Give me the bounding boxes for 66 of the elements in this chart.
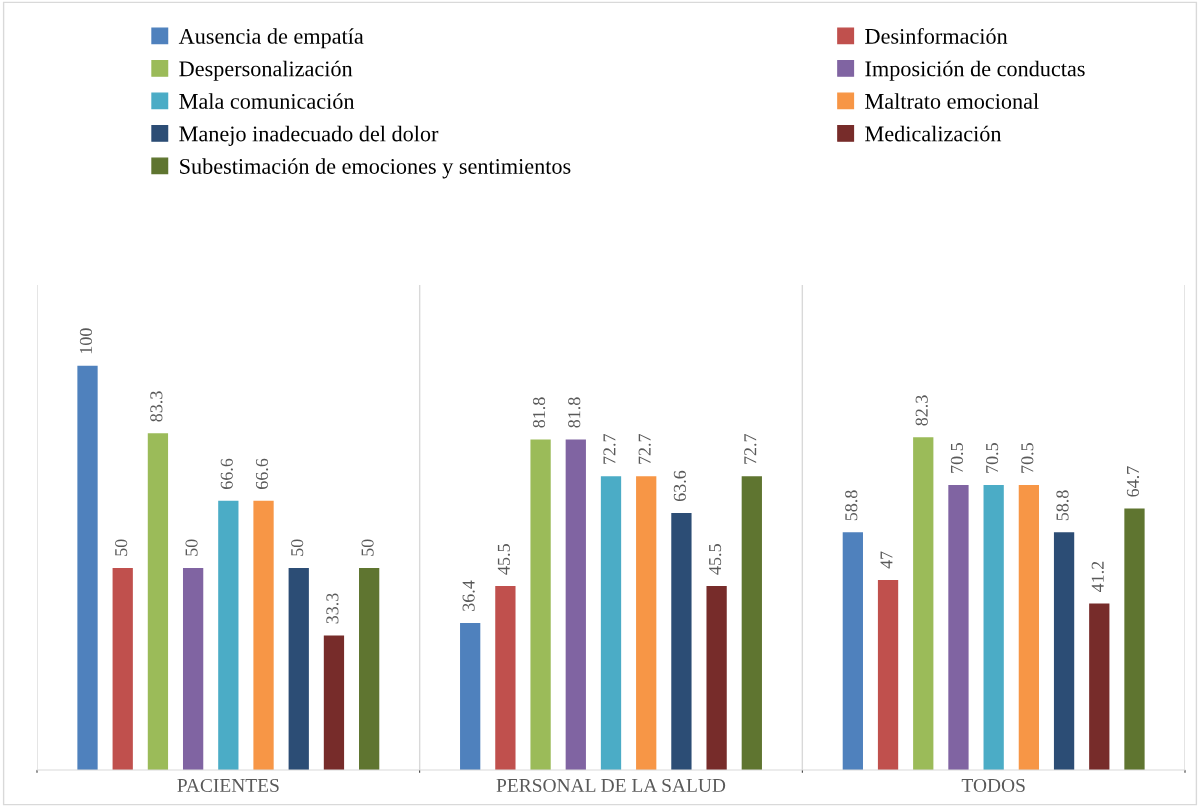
x-tick-label: PERSONAL DE LA SALUD <box>496 778 726 793</box>
bar <box>877 580 899 770</box>
bar <box>182 567 204 770</box>
bar <box>323 635 345 770</box>
bar <box>218 500 239 770</box>
bar <box>948 485 969 770</box>
data-label: 45.5 <box>497 544 510 575</box>
bar <box>706 586 727 770</box>
bar <box>600 476 622 770</box>
data-label: 58.8 <box>1056 490 1069 521</box>
bar <box>1053 532 1075 770</box>
data-label: 72.7 <box>603 433 616 464</box>
data-label: 45.5 <box>709 544 722 575</box>
data-label: 47 <box>880 551 893 569</box>
x-tick-label: TODOS <box>961 778 1025 793</box>
bar <box>460 622 481 770</box>
data-label: 100 <box>79 328 93 354</box>
data-label: 50 <box>185 539 198 556</box>
bar <box>565 439 586 770</box>
data-label: 64.7 <box>1126 466 1140 497</box>
bar <box>495 586 516 770</box>
bar <box>1018 485 1040 770</box>
bar <box>112 567 133 770</box>
data-label: 66.6 <box>255 458 269 489</box>
bar <box>530 439 551 770</box>
bar <box>671 512 692 770</box>
bar <box>842 532 863 770</box>
data-label: 63.6 <box>673 470 687 502</box>
legend-label: Medicalización <box>865 125 1002 142</box>
bar <box>983 485 1004 770</box>
data-label: 50 <box>361 539 374 556</box>
data-label: 50 <box>115 539 128 556</box>
bar <box>1124 508 1145 770</box>
legend-label: Despersonalización <box>179 60 353 81</box>
bar <box>636 476 657 770</box>
data-label: 72.7 <box>638 433 651 464</box>
data-label: 66.6 <box>220 458 233 489</box>
x-tick-label: PACIENTES <box>177 778 279 793</box>
legend-label: Imposición de conductas <box>865 60 1085 81</box>
legend-label: Desinformación <box>865 27 1008 44</box>
data-label: 72.7 <box>744 433 757 464</box>
legend-label: Subestimación de emociones y sentimientos <box>180 158 571 179</box>
bar <box>1089 603 1110 770</box>
data-label: 82.3 <box>915 395 928 426</box>
bar <box>77 365 98 770</box>
legend-label: Ausencia de empatía <box>178 28 364 49</box>
bar <box>741 476 762 770</box>
data-label: 41.2 <box>1091 561 1104 593</box>
data-label: 81.8 <box>568 397 581 428</box>
data-label: 83.3 <box>150 391 163 422</box>
data-label: 58.8 <box>845 490 858 521</box>
data-label: 36.4 <box>462 580 475 611</box>
legend-label: Mala comunicación <box>179 93 355 109</box>
data-label: 50 <box>291 539 304 556</box>
legend-label: Maltrato emocional <box>865 93 1039 109</box>
bar <box>359 567 380 770</box>
bar <box>913 437 934 770</box>
bar <box>253 500 274 770</box>
data-label: 81.8 <box>532 397 546 428</box>
data-label: 70.5 <box>986 443 999 473</box>
bar <box>288 567 309 770</box>
data-label: 70.5 <box>1021 443 1034 473</box>
legend-label: Manejo inadecuado del dolor <box>179 125 439 146</box>
data-label: 33.3 <box>326 593 339 624</box>
bar <box>147 433 169 770</box>
data-label: 70.5 <box>950 443 964 473</box>
